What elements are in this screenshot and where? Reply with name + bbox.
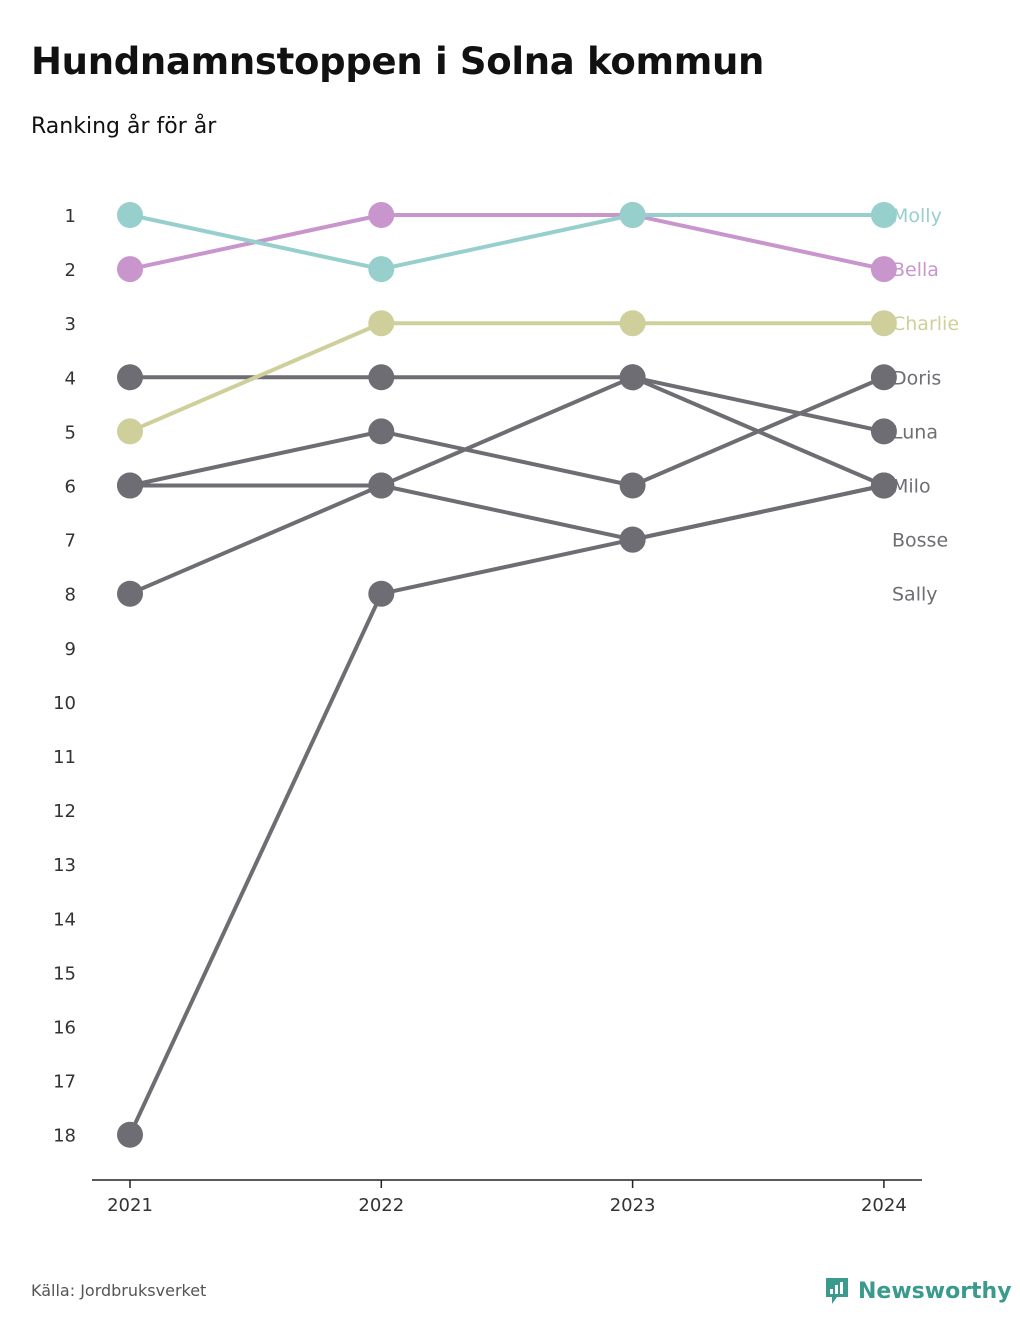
y-tick-label: 4 bbox=[65, 368, 76, 389]
data-point bbox=[117, 472, 143, 499]
data-point bbox=[117, 256, 143, 283]
y-tick-label: 6 bbox=[65, 477, 76, 498]
data-point bbox=[870, 418, 897, 445]
end-label-doris: Doris bbox=[892, 367, 941, 389]
series-charlie bbox=[117, 310, 897, 445]
data-point bbox=[368, 364, 395, 391]
chart-title: Hundnamnstoppen i Solna kommun bbox=[31, 40, 765, 83]
y-tick-label: 14 bbox=[53, 909, 76, 930]
series-layer bbox=[117, 202, 897, 1148]
y-tick-label: 13 bbox=[53, 855, 76, 876]
series-line bbox=[128, 483, 885, 1136]
y-tick-label: 15 bbox=[53, 963, 76, 984]
y-tick-label: 11 bbox=[53, 747, 76, 768]
y-tick-label: 5 bbox=[65, 422, 76, 443]
data-point bbox=[368, 202, 395, 228]
series-line bbox=[129, 213, 884, 272]
data-point bbox=[368, 472, 395, 499]
data-point bbox=[368, 580, 395, 607]
data-point bbox=[368, 418, 395, 445]
series-sally bbox=[117, 472, 897, 1148]
y-tick-label: 18 bbox=[53, 1126, 76, 1147]
data-point bbox=[619, 202, 646, 228]
series-line bbox=[130, 483, 885, 542]
data-point bbox=[619, 526, 646, 553]
x-tick-label: 2023 bbox=[610, 1195, 656, 1216]
end-label-bella: Bella bbox=[892, 259, 939, 281]
series-line bbox=[129, 321, 884, 434]
brand-logo: Newsworthy bbox=[824, 1276, 1012, 1306]
y-tick-label: 2 bbox=[65, 260, 76, 281]
end-label-molly: Molly bbox=[892, 205, 942, 227]
data-point bbox=[117, 418, 143, 445]
x-tick-label: 2022 bbox=[358, 1195, 404, 1216]
y-tick-label: 3 bbox=[65, 314, 76, 335]
series-line bbox=[129, 375, 885, 596]
y-tick-label: 16 bbox=[53, 1018, 76, 1039]
end-label-milo: Milo bbox=[892, 476, 931, 498]
end-label-bosse: Bosse bbox=[892, 530, 948, 552]
data-point bbox=[870, 364, 897, 391]
end-labels: Molly Bella Charlie Doris Luna Milo Bosse Sally bbox=[892, 205, 959, 606]
source-note: Källa: Jordbruksverket bbox=[31, 1281, 207, 1300]
data-point bbox=[619, 364, 646, 391]
end-label-sally: Sally bbox=[892, 584, 938, 606]
data-point bbox=[870, 472, 897, 499]
x-axis-ticks: 2021 2022 2023 2024 bbox=[107, 1180, 907, 1216]
data-point bbox=[117, 580, 143, 607]
x-tick-label: 2024 bbox=[861, 1195, 907, 1216]
y-tick-label: 7 bbox=[65, 531, 76, 552]
data-point bbox=[870, 310, 897, 337]
series-molly bbox=[117, 202, 897, 283]
y-tick-label: 1 bbox=[65, 206, 76, 227]
data-point bbox=[117, 1121, 143, 1148]
end-label-luna: Luna bbox=[892, 421, 938, 443]
newsworthy-logo-icon bbox=[826, 1278, 848, 1304]
data-point bbox=[870, 256, 897, 283]
data-point bbox=[619, 472, 646, 499]
data-point bbox=[870, 202, 897, 228]
data-point bbox=[117, 364, 143, 391]
brand-name: Newsworthy bbox=[858, 1278, 1012, 1304]
data-point bbox=[619, 310, 646, 337]
end-label-charlie: Charlie bbox=[892, 313, 959, 335]
data-point bbox=[368, 256, 395, 283]
series-doris bbox=[117, 472, 897, 553]
y-tick-label: 10 bbox=[53, 693, 76, 714]
data-point bbox=[368, 310, 395, 337]
data-point bbox=[117, 202, 143, 228]
y-tick-label: 17 bbox=[53, 1072, 76, 1093]
y-tick-label: 12 bbox=[53, 801, 76, 822]
y-tick-label: 9 bbox=[65, 639, 76, 660]
x-tick-label: 2021 bbox=[107, 1195, 153, 1216]
y-tick-label: 8 bbox=[65, 585, 76, 606]
chart-subtitle: Ranking år för år bbox=[31, 114, 217, 139]
